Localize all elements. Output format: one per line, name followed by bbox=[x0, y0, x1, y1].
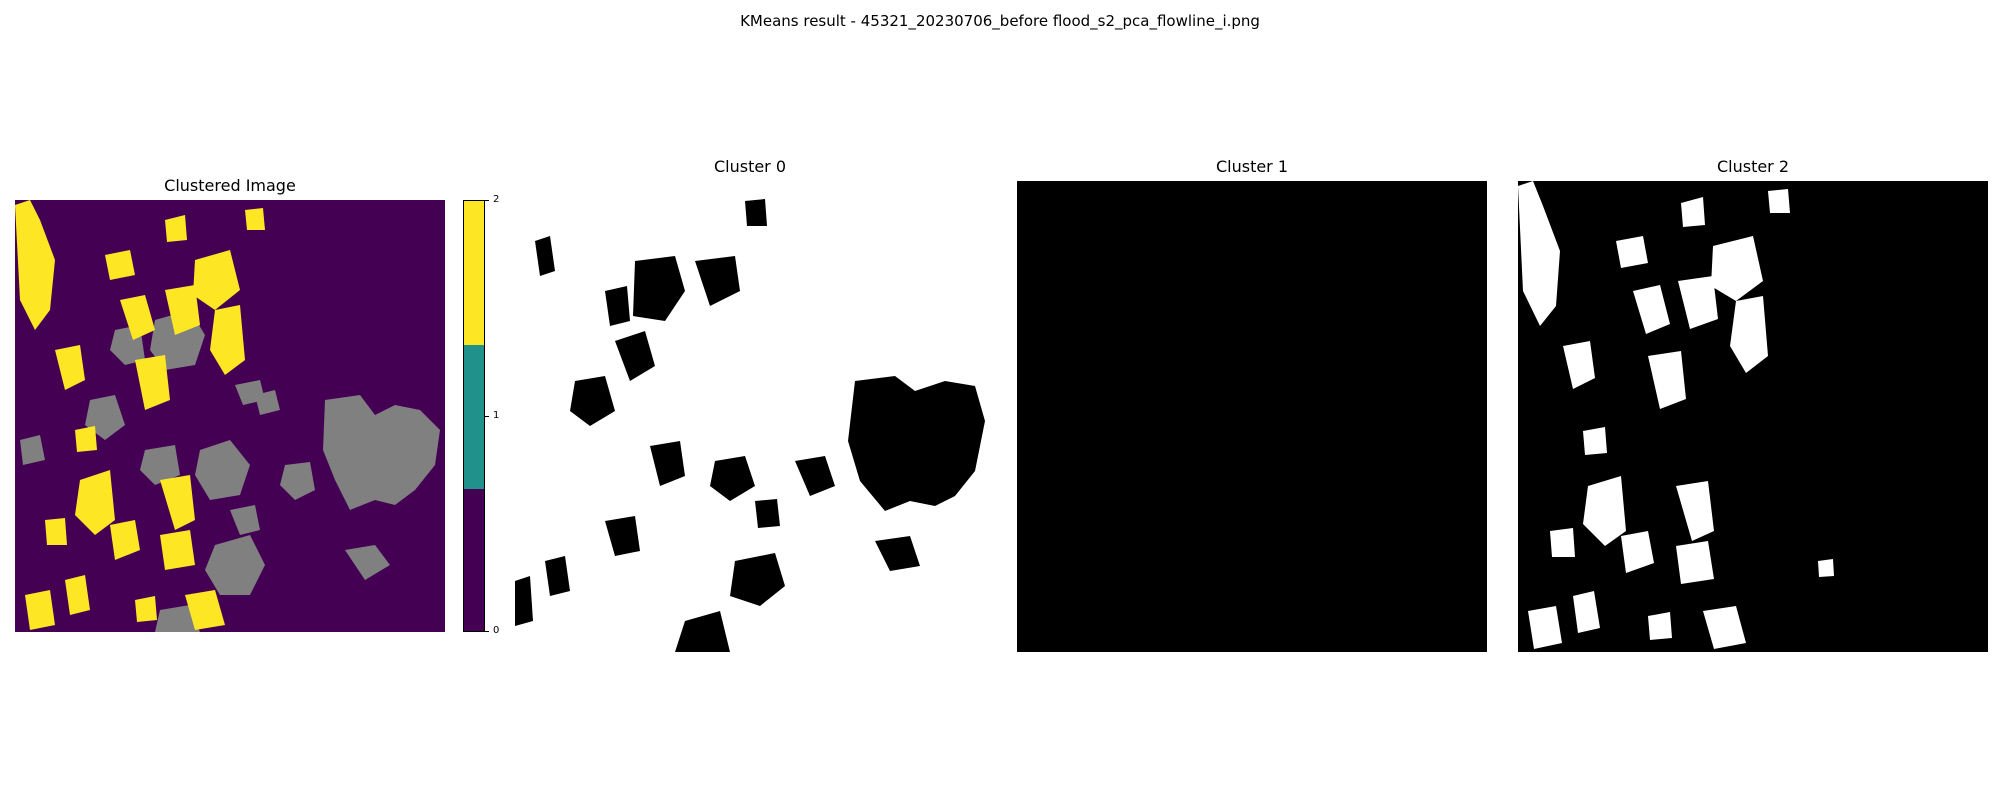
clustered-image-plot bbox=[15, 200, 445, 632]
cluster-2-white-regions bbox=[1518, 181, 1834, 649]
colorbar-tick-1: 1 bbox=[493, 410, 500, 421]
cluster-1-title: Cluster 1 bbox=[1215, 157, 1289, 176]
cluster-0-plot bbox=[515, 181, 985, 652]
cluster-2-title: Cluster 2 bbox=[1716, 157, 1790, 176]
cluster-0-black-regions bbox=[515, 199, 985, 652]
clustered-image-title: Clustered Image bbox=[164, 176, 296, 195]
colorbar-tickmark-1 bbox=[485, 416, 489, 417]
cluster-2-plot bbox=[1518, 181, 1988, 652]
cluster-0-title: Cluster 0 bbox=[713, 157, 787, 176]
yellow-regions bbox=[15, 200, 265, 630]
colorbar-segment-2 bbox=[464, 201, 484, 345]
colorbar-segment-1 bbox=[464, 345, 484, 489]
colorbar-segment-0 bbox=[464, 489, 484, 631]
colorbar-tickmark-0 bbox=[485, 631, 489, 632]
gray-regions bbox=[20, 310, 440, 632]
figure-suptitle: KMeans result - 45321_20230706_before fl… bbox=[740, 12, 1260, 30]
cluster-1-plot bbox=[1017, 181, 1487, 652]
colorbar-tick-2: 2 bbox=[493, 194, 500, 205]
colorbar-tick-0: 0 bbox=[493, 625, 500, 636]
colorbar bbox=[463, 200, 485, 632]
colorbar-tickmark-2 bbox=[485, 200, 489, 201]
